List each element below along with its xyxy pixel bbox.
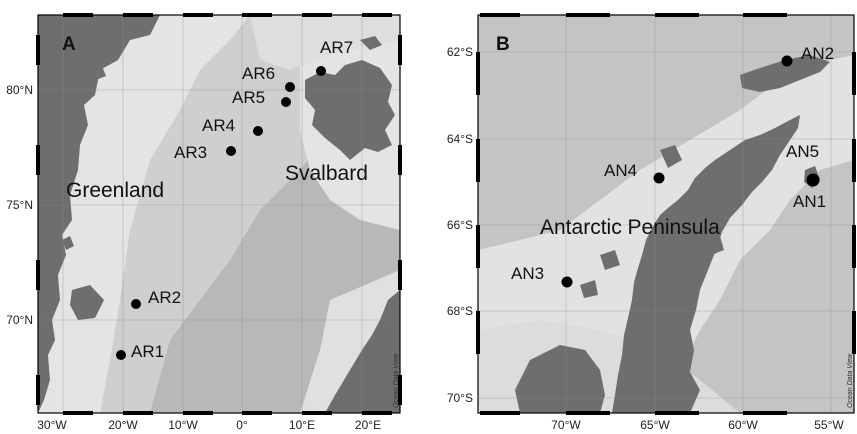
site-marker-ar1 [116, 350, 126, 360]
panel-b-lat-tick: 64°S [447, 132, 473, 146]
site-marker-ar5 [281, 97, 291, 107]
panel-b-map: B 62°S 64°S 66°S 68°S 70°S 70°W 65°W 60°… [447, 13, 856, 432]
site-marker-ar6 [285, 82, 295, 92]
panel-a-shelf-north [250, 15, 400, 70]
alexander-island-land [515, 345, 605, 413]
south-shetland-islands [740, 55, 830, 92]
panel-a-lon-tick: 20°E [355, 418, 381, 432]
antarctic-peninsula-land [612, 115, 800, 413]
site-marker-ar2 [131, 299, 141, 309]
site-label-ar5: AR5 [232, 88, 265, 107]
panel-b-credit: Ocean Data View [847, 353, 854, 408]
panel-b-label: B [496, 34, 510, 55]
panel-b-lon-tick: 55°W [814, 418, 844, 432]
site-marker-an2 [781, 55, 793, 67]
panel-b-lat-tick: 70°S [447, 391, 473, 405]
panel-a-lon-tick: 20°W [108, 418, 138, 432]
islands-west-1 [660, 145, 682, 168]
panel-b-lat-tick: 62°S [447, 45, 473, 59]
panel-b-lon-tick: 60°W [728, 418, 758, 432]
site-marker-ar3 [226, 146, 236, 156]
panel-a-map: A 80°N 75°N 70°N 30°W 20°W 10°W 0° 10°E … [6, 13, 402, 432]
greenland-islands-3 [62, 236, 74, 250]
site-marker-ar4 [253, 126, 263, 136]
site-marker-ar7 [316, 66, 326, 76]
site-label-ar6: AR6 [242, 64, 275, 83]
panel-a-border-ticks [36, 13, 402, 415]
site-marker-an3 [561, 276, 573, 288]
islands-west-3 [580, 280, 598, 298]
svalbard-islet-1 [360, 36, 382, 50]
region-label-svalbard: Svalbard [285, 162, 368, 185]
panel-a-label: A [62, 34, 76, 55]
panel-b-lat-tick: 66°S [447, 218, 473, 232]
greenland-islands-1 [92, 66, 106, 80]
region-label-antarctic-peninsula: Antarctic Peninsula [540, 216, 720, 239]
panel-b-border-ticks [476, 13, 856, 415]
panel-b-lat-tick: 68°S [447, 304, 473, 318]
panel-a-lat-tick: 70°N [6, 313, 33, 327]
site-label-ar2: AR2 [148, 288, 181, 307]
islands-east-1 [710, 236, 724, 254]
panel-a-lat-tick: 75°N [6, 198, 33, 212]
svalbard-land [305, 60, 395, 160]
panel-a-lon-tick: 10°E [289, 418, 315, 432]
site-label-an1: AN1 [793, 192, 826, 211]
panel-b-lon-tick: 70°W [551, 418, 581, 432]
panel-a-lon-tick: 10°W [168, 418, 198, 432]
norway-land [325, 290, 400, 413]
site-label-ar7: AR7 [320, 38, 353, 57]
islands-west-2 [600, 250, 620, 270]
panel-a-lon-tick: 30°W [37, 418, 67, 432]
panel-a-lat-tick: 80°N [6, 83, 33, 97]
panel-a-frame [37, 14, 401, 414]
panel-a-grid [38, 15, 400, 413]
site-label-ar1: AR1 [131, 342, 164, 361]
site-marker-an4 [653, 172, 665, 184]
site-label-an2: AN2 [801, 44, 834, 63]
greenland-land [38, 15, 160, 413]
site-marker-an1 [806, 173, 820, 187]
panel-a-credit: Ocean Data View [393, 353, 400, 408]
panel-b-grid [478, 15, 854, 413]
region-label-greenland: Greenland [66, 179, 164, 202]
site-label-an5: AN5 [786, 142, 819, 161]
greenland-islands-2 [70, 285, 104, 320]
site-label-ar3: AR3 [174, 143, 207, 162]
site-label-an3: AN3 [511, 264, 544, 283]
site-label-an4: AN4 [604, 161, 637, 180]
panel-a-lon-tick: 0° [236, 418, 248, 432]
panel-b-lon-tick: 65°W [640, 418, 670, 432]
site-label-ar4: AR4 [202, 116, 235, 135]
